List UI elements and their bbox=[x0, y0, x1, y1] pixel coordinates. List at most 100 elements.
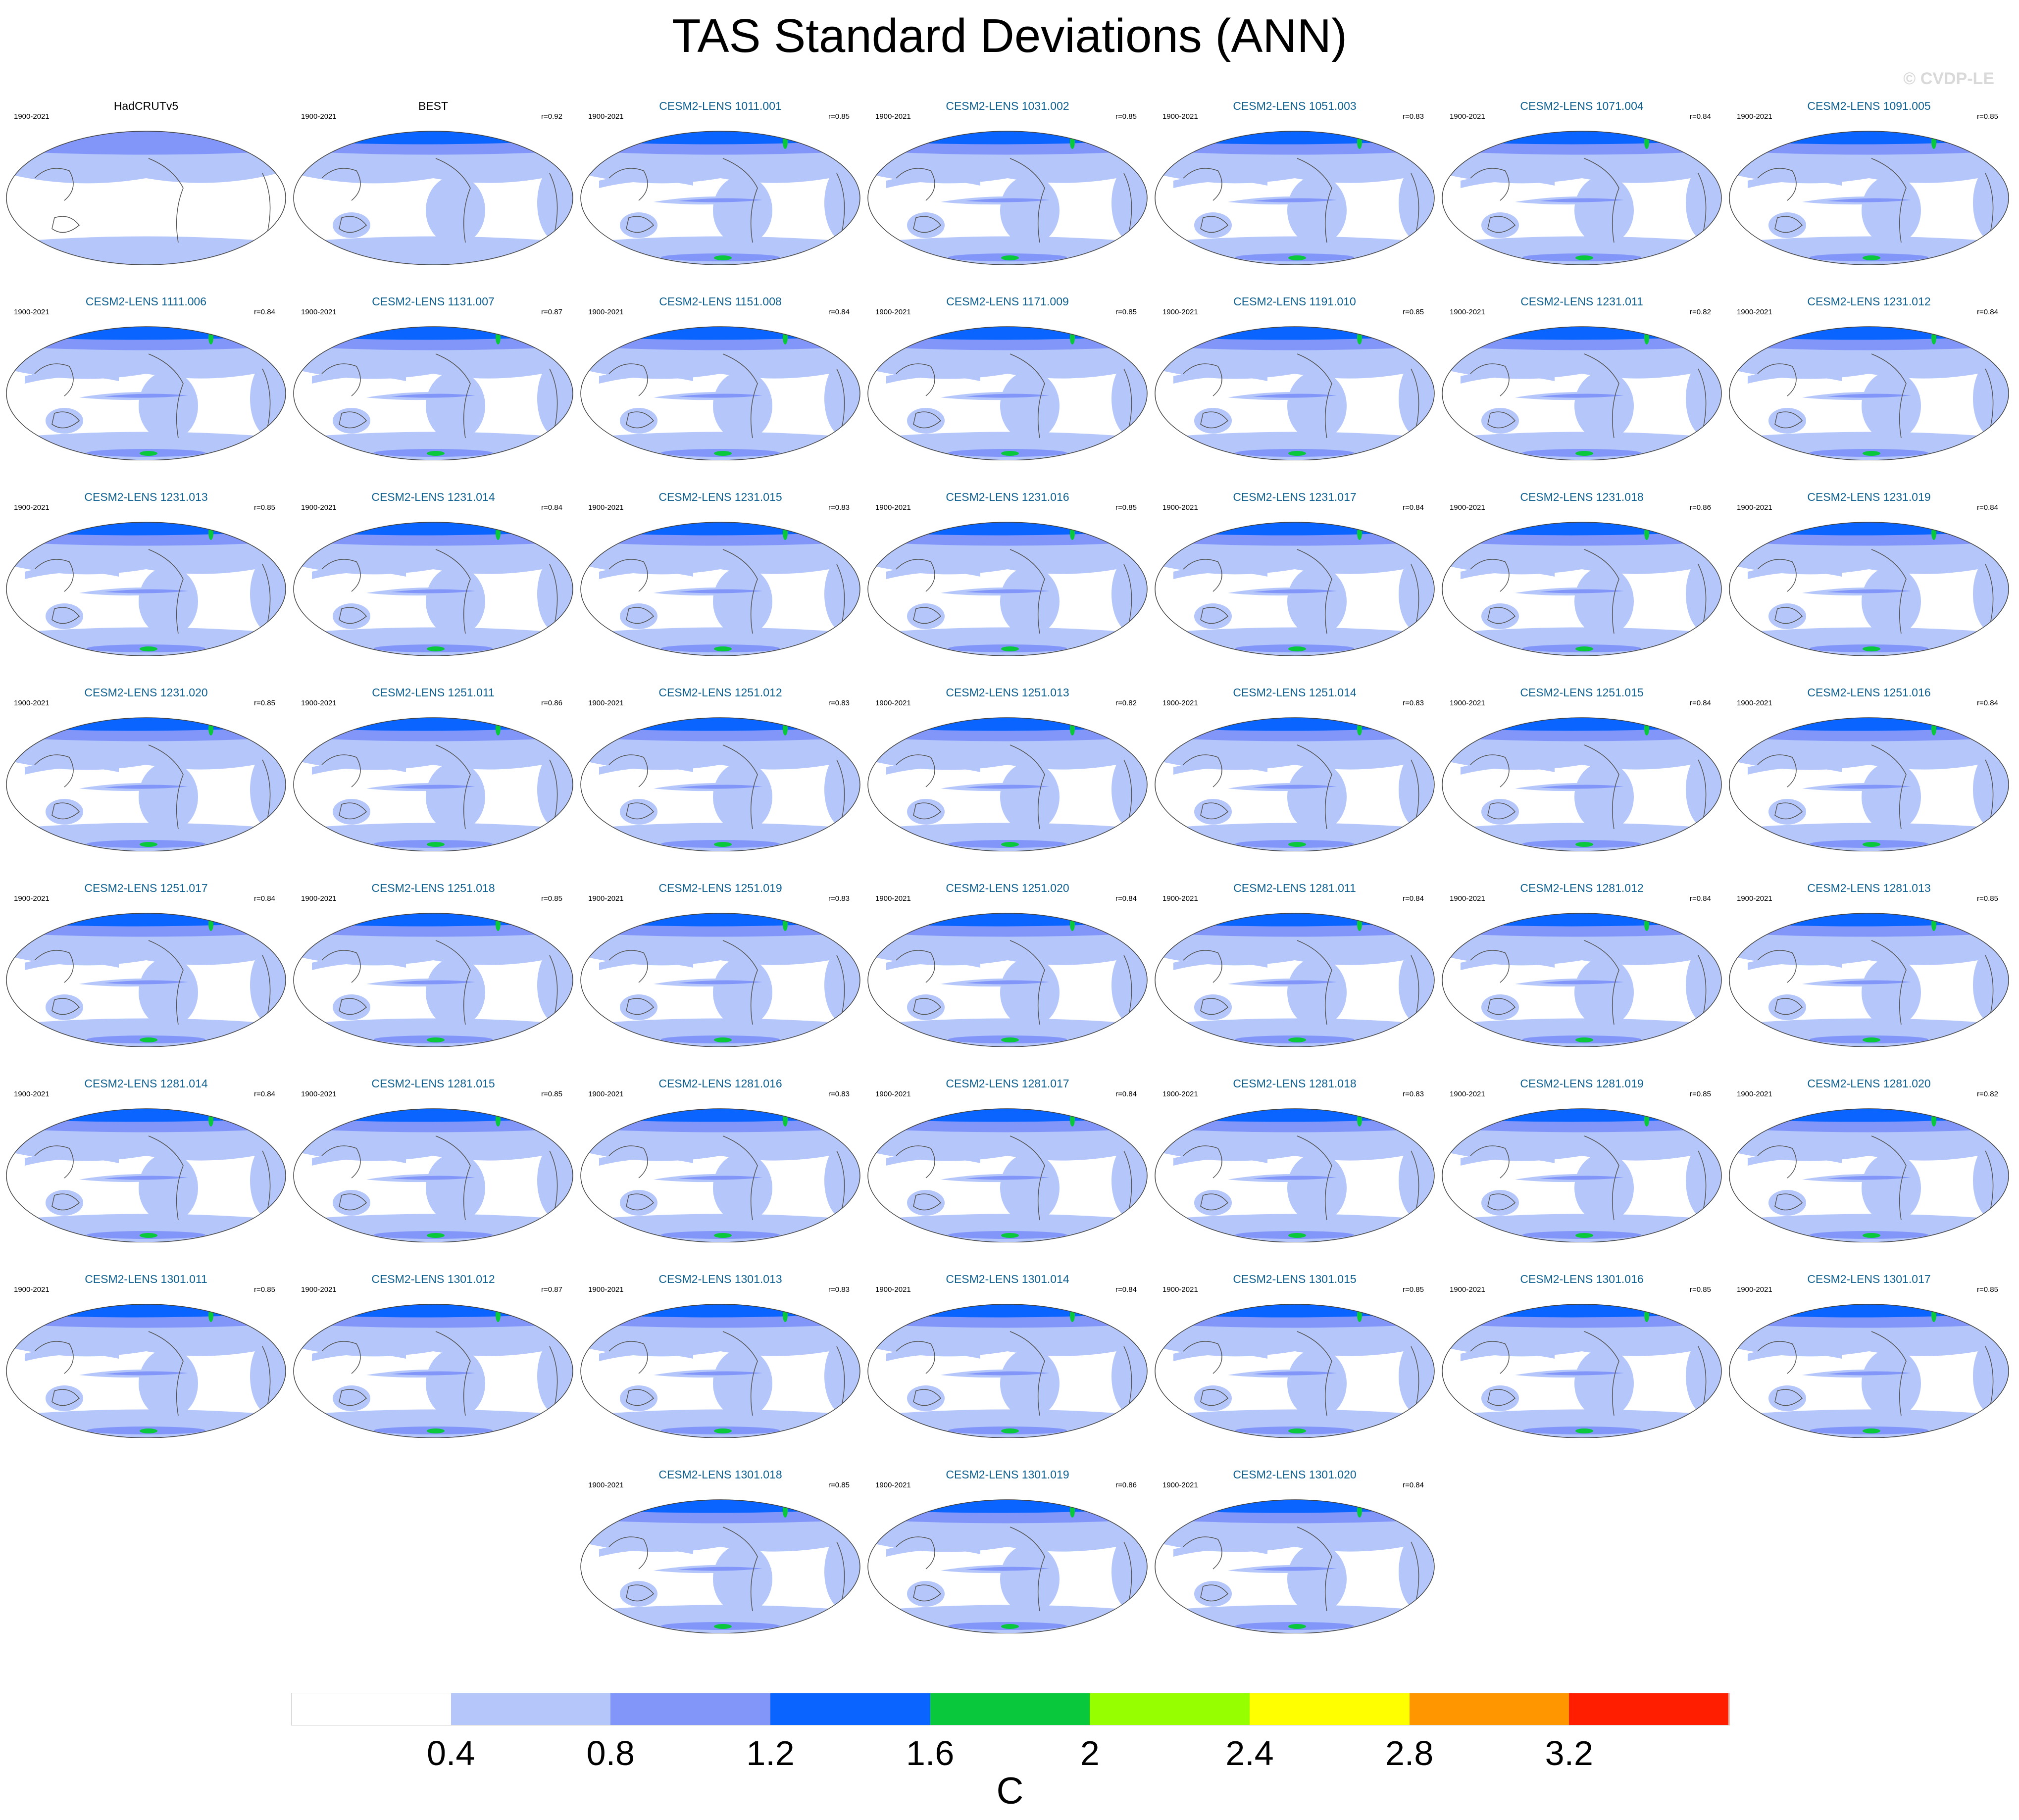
australia-region bbox=[1481, 1385, 1519, 1411]
map-panel: CESM2-LENS 1231.016 1900-2021 r=0.85 bbox=[866, 491, 1149, 656]
panel-title: CESM2-LENS 1301.011 bbox=[85, 1273, 207, 1285]
arctic-core bbox=[886, 327, 1134, 340]
americas-region bbox=[139, 567, 198, 636]
arctic-hotspot-east bbox=[208, 722, 213, 736]
map-panel: CESM2-LENS 1301.015 1900-2021 r=0.85 bbox=[1154, 1273, 1436, 1438]
americas-region bbox=[713, 958, 772, 1027]
coastline-2 bbox=[913, 216, 942, 233]
coastline-1 bbox=[1584, 1135, 1619, 1221]
arctic-core bbox=[1173, 913, 1421, 927]
coastline-2 bbox=[339, 1193, 367, 1211]
coastline-0 bbox=[896, 1536, 935, 1570]
map-border bbox=[1729, 1304, 2009, 1438]
map-panel: CESM2-LENS 1231.018 1900-2021 r=0.86 bbox=[1441, 491, 1723, 656]
coastline-1 bbox=[1010, 549, 1045, 634]
map-panel: CESM2-LENS 1251.019 1900-2021 r=0.83 bbox=[579, 882, 861, 1047]
map-svg bbox=[1155, 326, 1435, 460]
map-svg bbox=[1729, 913, 2009, 1047]
map-field bbox=[294, 1304, 573, 1438]
enso-tongue-inner bbox=[391, 589, 475, 593]
north-pacific-band bbox=[1748, 1151, 1842, 1166]
coastline-3 bbox=[262, 173, 271, 233]
coastline-3 bbox=[1411, 564, 1419, 624]
arctic-hotspot-west bbox=[41, 329, 63, 338]
panel-title: CESM2-LENS 1281.018 bbox=[1233, 1077, 1357, 1090]
arctic-core bbox=[599, 718, 847, 731]
australia-region bbox=[1481, 212, 1519, 238]
arctic-core bbox=[1461, 131, 1708, 145]
map-border bbox=[580, 522, 860, 656]
americas-region bbox=[713, 371, 772, 441]
panel-title: CESM2-LENS 1281.014 bbox=[84, 1077, 208, 1090]
panel-period: 1900-2021 bbox=[875, 1285, 911, 1294]
arctic-hotspot-west bbox=[41, 720, 63, 729]
coastline-0 bbox=[34, 950, 74, 983]
map-panel: CESM2-LENS 1281.013 1900-2021 r=0.85 bbox=[1728, 882, 2010, 1047]
map-border bbox=[1155, 326, 1435, 460]
map-svg bbox=[293, 326, 573, 460]
enso-tongue-inner bbox=[678, 1567, 762, 1571]
panel-period: 1900-2021 bbox=[301, 1090, 337, 1098]
arctic-hotspot-east bbox=[496, 722, 501, 736]
arctic-hotspot-west bbox=[328, 1307, 350, 1316]
map-border bbox=[1729, 913, 2009, 1047]
north-pacific-band bbox=[1173, 565, 1267, 579]
arctic-hotspot-west bbox=[328, 916, 350, 925]
coastline-2 bbox=[339, 216, 367, 233]
map-border bbox=[1442, 1108, 1722, 1242]
map-svg bbox=[1442, 326, 1722, 460]
coastline-2 bbox=[1200, 1389, 1229, 1406]
coastline-1 bbox=[1010, 1135, 1045, 1221]
panel-title: CESM2-LENS 1251.013 bbox=[946, 686, 1069, 699]
australia-region bbox=[1194, 1581, 1232, 1607]
panel-pattern-correlation: r=0.85 bbox=[541, 894, 562, 903]
panel-period: 1900-2021 bbox=[1162, 894, 1198, 903]
map-svg bbox=[867, 1499, 1148, 1633]
north-pacific-band bbox=[1173, 1347, 1267, 1361]
map-field bbox=[294, 522, 573, 656]
enso-tongue-inner bbox=[678, 980, 762, 984]
map-border bbox=[580, 913, 860, 1047]
arctic-hotspot-west bbox=[903, 916, 924, 925]
americas-region bbox=[1862, 762, 1921, 832]
arctic-hotspot-west bbox=[615, 1502, 637, 1511]
panel-title: CESM2-LENS 1301.019 bbox=[946, 1468, 1069, 1481]
arctic-hotspot-east bbox=[1070, 1504, 1075, 1518]
arctic-hotspot-west bbox=[41, 1307, 63, 1316]
australia-region bbox=[333, 408, 370, 434]
coastline-0 bbox=[1757, 1145, 1797, 1179]
north-pacific-band bbox=[1173, 1542, 1267, 1557]
americas-region bbox=[1000, 1349, 1060, 1418]
panel-period: 1900-2021 bbox=[1737, 894, 1772, 903]
coastline-3 bbox=[262, 759, 271, 820]
enso-tongue-inner bbox=[1540, 394, 1624, 398]
australia-region bbox=[620, 603, 657, 629]
coastline-1 bbox=[1297, 549, 1332, 634]
panel-pattern-correlation: r=0.84 bbox=[1690, 894, 1711, 903]
coastline-0 bbox=[321, 363, 361, 396]
map-panel: CESM2-LENS 1281.017 1900-2021 r=0.84 bbox=[866, 1077, 1149, 1242]
panel-period: 1900-2021 bbox=[301, 503, 337, 512]
map-svg bbox=[6, 522, 286, 656]
map-field bbox=[1729, 131, 2009, 265]
map-svg bbox=[1155, 1108, 1435, 1242]
north-pacific-band bbox=[599, 760, 693, 775]
coastline-2 bbox=[51, 1193, 80, 1211]
coastline-1 bbox=[722, 353, 758, 439]
arctic-hotspot-west bbox=[615, 134, 637, 143]
panel-period: 1900-2021 bbox=[14, 894, 50, 903]
australia-region bbox=[1481, 603, 1519, 629]
map-border bbox=[867, 522, 1148, 656]
map-border bbox=[1442, 326, 1722, 460]
coastline-3 bbox=[1411, 1541, 1419, 1602]
north-pacific-band bbox=[1461, 1347, 1555, 1361]
colorbar-unit: C bbox=[996, 1770, 1024, 1812]
arctic-hotspot-west bbox=[1764, 329, 1786, 338]
coastline-3 bbox=[836, 564, 845, 624]
antarctic-hotspot bbox=[427, 1037, 445, 1042]
enso-tongue-inner bbox=[1827, 394, 1911, 398]
map-panel: CESM2-LENS 1131.007 1900-2021 r=0.87 bbox=[292, 295, 574, 460]
coastline-3 bbox=[1698, 759, 1707, 820]
map-border bbox=[1155, 1499, 1435, 1633]
coastline-3 bbox=[1123, 759, 1132, 820]
